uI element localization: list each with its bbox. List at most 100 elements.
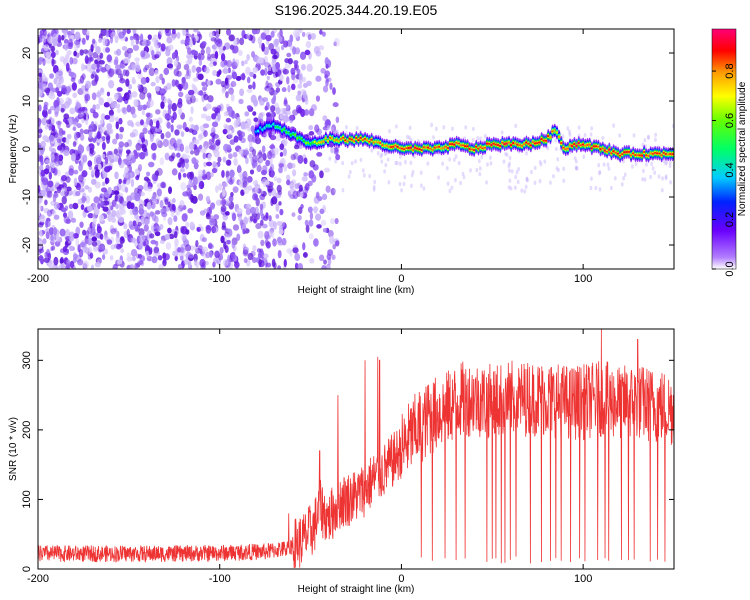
ridge-cell xyxy=(529,144,533,147)
noise-speckle xyxy=(118,133,123,140)
noise-speckle xyxy=(589,132,593,137)
noise-speckle xyxy=(404,159,407,165)
noise-speckle xyxy=(192,37,196,46)
noise-speckle xyxy=(303,172,308,177)
noise-speckle xyxy=(557,167,560,173)
ridge-cell xyxy=(466,145,469,148)
noise-speckle xyxy=(372,184,376,190)
noise-speckle xyxy=(574,165,578,170)
noise-speckle xyxy=(275,213,280,219)
noise-speckle xyxy=(69,56,74,65)
noise-speckle xyxy=(277,32,281,38)
noise-speckle xyxy=(538,178,542,184)
noise-speckle xyxy=(335,129,339,134)
noise-speckle xyxy=(102,206,109,212)
snr-series-layer xyxy=(38,329,674,569)
noise-speckle xyxy=(114,171,119,180)
noise-speckle xyxy=(141,109,145,116)
noise-speckle xyxy=(72,141,77,147)
ridge-cell xyxy=(546,135,550,138)
noise-speckle xyxy=(188,89,195,96)
noise-speckle xyxy=(108,114,115,123)
noise-speckle xyxy=(261,42,265,52)
noise-speckle xyxy=(302,76,306,83)
ridge-cell xyxy=(614,151,618,154)
ridge-cell xyxy=(581,143,585,146)
noise-speckle xyxy=(118,117,123,125)
noise-speckle xyxy=(49,266,56,269)
noise-speckle xyxy=(196,66,202,73)
ridge-cell xyxy=(272,123,275,126)
noise-speckle xyxy=(254,137,262,145)
noise-speckle xyxy=(106,135,111,144)
ridge-cell xyxy=(269,125,273,128)
noise-speckle xyxy=(566,126,570,131)
ridge-cell xyxy=(666,153,670,156)
noise-speckle xyxy=(574,166,578,171)
noise-speckle xyxy=(73,39,81,46)
noise-speckle xyxy=(159,157,165,166)
noise-speckle xyxy=(471,137,475,143)
ridge-cell xyxy=(363,137,367,140)
ridge-cell xyxy=(535,142,539,145)
noise-speckle xyxy=(225,159,231,166)
noise-speckle xyxy=(257,36,263,45)
x-tick-label: 100 xyxy=(574,573,592,585)
ridge-cell xyxy=(564,148,568,151)
ridge-cell xyxy=(365,138,369,141)
noise-speckle xyxy=(669,180,673,185)
noise-speckle xyxy=(205,103,212,110)
noise-speckle xyxy=(88,123,95,131)
noise-speckle xyxy=(277,265,282,269)
noise-speckle xyxy=(126,256,133,262)
noise-speckle xyxy=(43,110,48,119)
noise-speckle xyxy=(193,98,199,103)
noise-speckle xyxy=(111,199,117,208)
noise-speckle xyxy=(97,202,101,210)
noise-speckle xyxy=(62,86,66,91)
noise-speckle xyxy=(291,212,296,217)
ridge-cell xyxy=(296,137,299,140)
noise-speckle xyxy=(189,150,195,155)
noise-speckle xyxy=(145,112,151,118)
noise-speckle xyxy=(533,165,537,171)
noise-speckle xyxy=(516,179,520,185)
noise-speckle xyxy=(115,204,119,210)
noise-speckle xyxy=(239,73,246,81)
noise-speckle xyxy=(81,195,86,204)
noise-speckle xyxy=(297,262,303,269)
noise-speckle xyxy=(271,230,275,239)
ridge-cell xyxy=(518,144,522,147)
noise-speckle xyxy=(454,177,457,183)
noise-speckle xyxy=(276,177,282,184)
noise-speckle xyxy=(140,77,147,85)
noise-speckle xyxy=(402,181,406,187)
ridge-cell xyxy=(453,143,456,146)
ridge-cell xyxy=(337,140,341,143)
ridge-cell xyxy=(265,124,269,127)
noise-speckle xyxy=(205,115,212,122)
ridge-cell xyxy=(553,129,557,132)
noise-speckle xyxy=(205,46,211,55)
noise-speckle xyxy=(100,113,106,121)
noise-speckle xyxy=(163,85,168,94)
noise-speckle xyxy=(187,180,193,187)
noise-speckle xyxy=(121,200,128,207)
noise-speckle xyxy=(63,113,70,120)
noise-speckle xyxy=(273,39,279,48)
noise-speckle xyxy=(54,152,61,162)
noise-speckle xyxy=(478,171,482,177)
noise-speckle xyxy=(249,71,254,78)
ridge-cell xyxy=(376,141,380,144)
noise-speckle xyxy=(140,50,146,58)
noise-speckle xyxy=(201,86,208,92)
noise-speckle xyxy=(143,176,150,182)
noise-speckle xyxy=(166,57,173,66)
noise-speckle xyxy=(442,125,446,130)
noise-speckle xyxy=(319,29,323,35)
noise-speckle xyxy=(73,50,77,57)
noise-speckle xyxy=(49,145,53,152)
noise-speckle xyxy=(211,127,216,135)
noise-speckle xyxy=(459,180,463,186)
noise-speckle xyxy=(268,219,275,228)
